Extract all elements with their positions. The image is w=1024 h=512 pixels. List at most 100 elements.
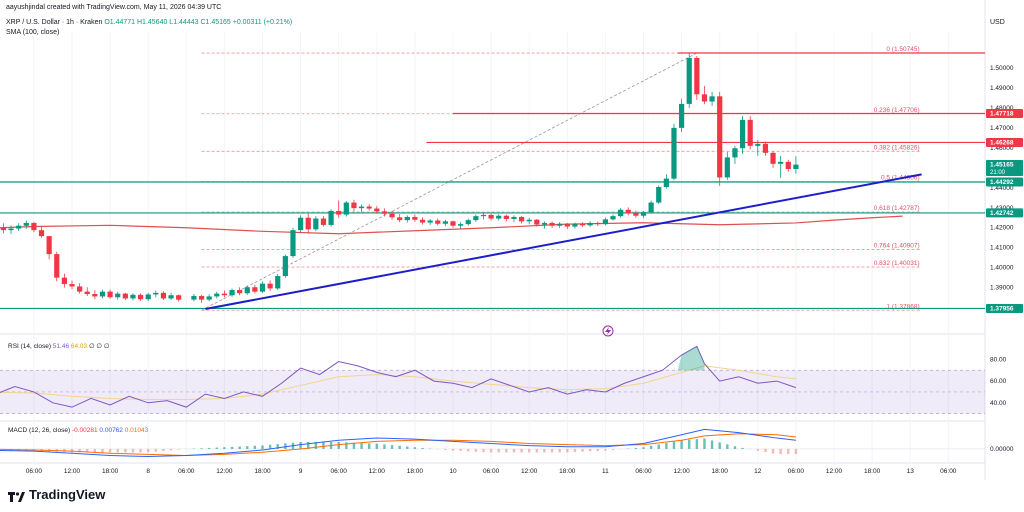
macd-hist-bar [147,448,150,453]
candle-body [351,202,357,209]
macd-hist-bar [451,448,455,451]
fib-label: 0.618 (1.42787) [874,205,920,212]
candle-body [267,283,273,289]
macd-hist-bar [131,448,135,453]
candle-body [137,294,144,300]
rsi-pane: 80.00 60.00 40.00 RSI (14, close) 51.46 64.… [0,343,1007,415]
currency-label[interactable]: USD [990,19,1005,26]
candle-body [648,202,654,213]
price-tick-label: 1.44000 [990,185,1014,192]
candle-body [244,287,250,294]
macd-hist-bar [406,446,409,449]
candle-body [130,294,136,299]
time-tick-label: 18:00 [102,468,119,475]
price-tick-label: 1.48000 [990,105,1014,112]
candle-body [107,291,113,298]
candle-body [739,119,746,149]
time-tick-label: 18:00 [712,468,729,475]
tradingview-logo[interactable]: TradingView [8,487,105,502]
price-badge-bg [986,303,1023,313]
macd-hist-bar [787,448,790,455]
macd-hist-bar [657,444,660,449]
candle-body [46,236,52,255]
time-tick-label: 06:00 [331,468,348,475]
macd-hist-bar [596,448,599,452]
time-tick-label: 18:00 [254,468,271,475]
rsi-legend-part: 51.46 [51,343,69,350]
time-tick-label: 9 [299,468,303,475]
candle-body [23,222,29,226]
candle-body [694,57,700,95]
candle-body [435,220,441,224]
price-tick-label: 1.47000 [990,125,1014,132]
candle-body [618,209,624,217]
candle-body [785,161,791,170]
macd-hist-bar [154,448,158,452]
candle-body [747,119,753,146]
candle-body [595,222,601,225]
macd-hist-bar [238,446,241,449]
macd-pane: 0.00000 MACD (12, 26, close) -0.00281 0.0… [0,427,1014,458]
candle-body [656,186,662,203]
candle-body [602,219,608,225]
macd-hist-bar [314,441,318,449]
price-tick-label: 1.41000 [990,245,1014,252]
price-tick-label: 1.43000 [990,205,1014,212]
price-badge-label: 1.42742 [990,210,1014,217]
macd-hist-bar [367,443,371,449]
candle-body [412,216,418,220]
macd-hist-bar [268,444,272,449]
price-badge-label: 1.37956 [990,305,1014,312]
macd-hist-bar [230,446,234,449]
macd-hist-bar [383,444,386,449]
macd-hist-bar [261,445,264,449]
macd-hist-bar [497,448,500,453]
symbol-title[interactable]: XRP / U.S. Dollar · 1h · Kraken [6,19,103,26]
macd-hist-bar [284,443,287,449]
candle-body [778,161,784,164]
macd-hist-bar [794,448,798,455]
macd-hist-bar [413,447,417,449]
lightning-icon-glyph [605,327,611,335]
macd-hist-bar [253,445,257,449]
candle-body [313,218,319,230]
macd-hist-bar [558,448,561,453]
candle-body [84,291,90,295]
macd-hist-bar [299,441,302,449]
candle-body [404,216,410,221]
price-tick-label: 1.40000 [990,265,1014,272]
time-tick-label: 18:00 [864,468,881,475]
time-tick-label: 10 [449,468,457,475]
candle-body [38,230,45,237]
macd-hist-bar [86,448,89,453]
sma-legend[interactable]: SMA (100, close) [6,29,60,36]
fib-label: 1 (1.37868) [886,303,919,310]
candle-body [122,293,128,299]
trendline-line [205,173,922,311]
macd-hist-bar [337,441,340,449]
candle-body [92,294,98,297]
candle-body [724,157,730,178]
candle-body [282,256,288,277]
candle-body [480,214,487,217]
macd-hist-bar [710,440,714,449]
macd-hist-bar [573,448,577,453]
candle-body [61,277,67,285]
macd-hist-bar [223,447,226,449]
macd-hist-bar [543,448,546,453]
candle-body [549,222,555,226]
price-badge-bg [986,160,1023,177]
time-tick-label: 18:00 [407,468,424,475]
candle-body [518,216,525,222]
time-tick-label: 06:00 [635,468,652,475]
fib-label: 0.382 (1.45826) [874,144,920,151]
candle-body [198,296,205,300]
price-badge-label: 1.47718 [990,111,1014,118]
candle-body [526,219,532,222]
candle-body [793,164,799,170]
candle-body [153,292,159,295]
macd-hist-bar [581,448,584,452]
macd-hist-bar [535,448,539,453]
macd-hist-bar [665,443,668,449]
